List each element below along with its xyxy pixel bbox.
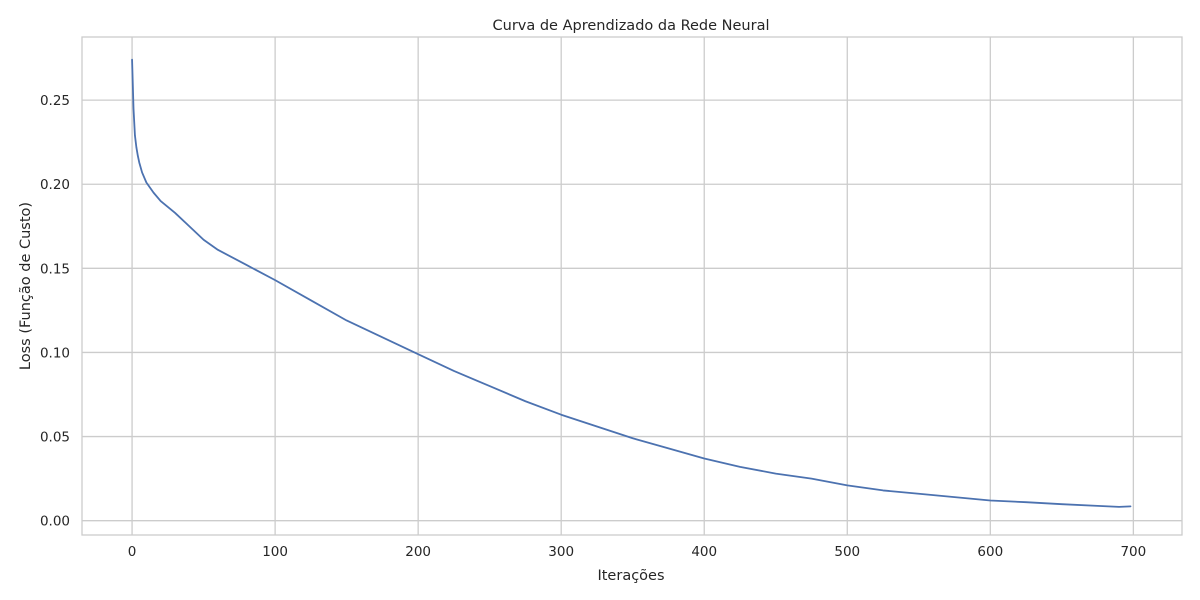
y-axis-label: Loss (Função de Custo) (18, 202, 34, 370)
plot-frame (81, 36, 1183, 536)
chart-title: Curva de Aprendizado da Rede Neural (493, 18, 770, 34)
y-ticks: 0.00 0.05 0.10 0.15 0.20 0.25 (40, 93, 70, 530)
x-axis-label: Iterações (597, 568, 664, 584)
y-tick-label: 0.15 (40, 261, 70, 277)
x-tick-label: 200 (405, 544, 431, 560)
x-tick-label: 0 (128, 544, 137, 560)
grid (82, 37, 1182, 535)
y-tick-label: 0.10 (40, 345, 70, 361)
series-layer (131, 58, 1132, 508)
x-tick-label: 300 (548, 544, 574, 560)
y-tick-label: 0.20 (40, 177, 70, 193)
x-tick-label: 600 (977, 544, 1003, 560)
loss-series-line (131, 58, 1132, 508)
x-ticks: 0 100 200 300 400 500 600 700 (128, 544, 1146, 560)
y-tick-label: 0.05 (40, 430, 70, 446)
x-tick-label: 100 (262, 544, 288, 560)
y-tick-label: 0.00 (40, 514, 70, 530)
y-tick-label: 0.25 (40, 93, 70, 109)
x-tick-label: 700 (1120, 544, 1146, 560)
x-tick-label: 400 (691, 544, 717, 560)
x-tick-label: 500 (834, 544, 860, 560)
